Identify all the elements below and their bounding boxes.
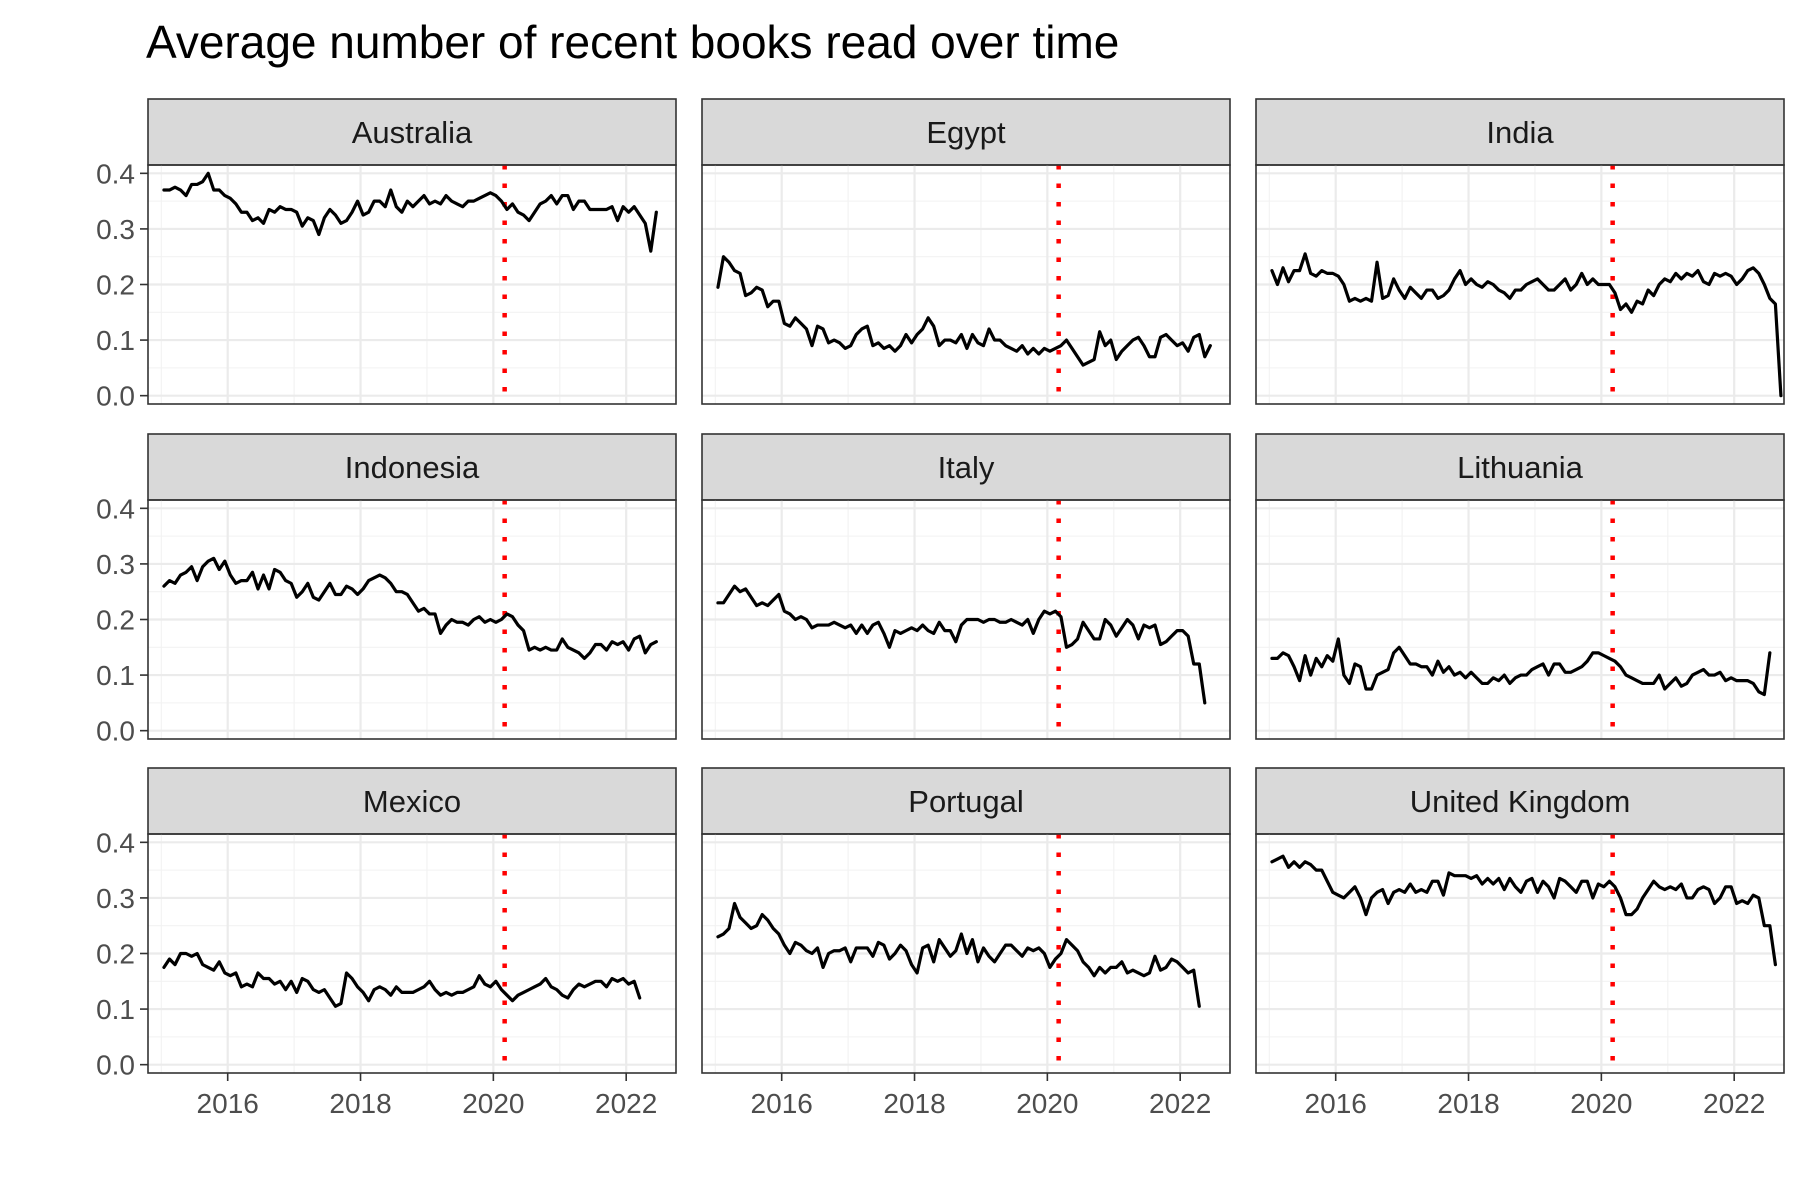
y-tick-label: 0.4 xyxy=(96,827,135,858)
x-tick-label: 2020 xyxy=(1570,1088,1632,1119)
y-tick-label: 0.3 xyxy=(96,549,135,580)
y-tick-label: 0.2 xyxy=(96,270,135,301)
y-tick-label: 0.0 xyxy=(96,716,135,747)
y-tick-label: 0.3 xyxy=(96,214,135,245)
facet-panel-portugal: Portugal 2016 2018 2020 2022 xyxy=(701,767,1231,1119)
y-tick-label: 0.2 xyxy=(96,605,135,636)
series-line-lithuania xyxy=(1270,637,1772,697)
panel-border xyxy=(701,164,1231,405)
series-line-india xyxy=(1270,252,1783,398)
facet-label-australia: Australia xyxy=(352,115,473,150)
y-tick-label: 0.3 xyxy=(96,883,135,914)
facet-label-egypt: Egypt xyxy=(926,115,1006,150)
facet-strip-united-kingdom xyxy=(1255,767,1785,835)
facet-strip-italy xyxy=(701,433,1231,501)
facet-panel-egypt: Egypt xyxy=(701,98,1231,405)
x-tick-label: 2022 xyxy=(595,1088,657,1119)
series-line-italy xyxy=(716,584,1207,705)
x-tick-label: 2018 xyxy=(883,1088,945,1119)
x-tick-label: 2022 xyxy=(1703,1088,1765,1119)
y-tick-label: 0.2 xyxy=(96,939,135,970)
facet-label-portugal: Portugal xyxy=(908,784,1023,819)
facet-strip-portugal xyxy=(701,767,1231,835)
facet-label-india: India xyxy=(1486,115,1554,150)
y-tick-label: 0.1 xyxy=(96,325,135,356)
facet-label-mexico: Mexico xyxy=(363,784,461,819)
facet-strip-india xyxy=(1255,98,1785,166)
series-line-indonesia xyxy=(162,556,658,661)
facet-panel-australia: Australia 0.0 0.1 0.2 0.3 0.4 xyxy=(96,98,677,412)
y-tick-label: 0.4 xyxy=(96,493,135,524)
gridlines xyxy=(148,834,676,1073)
facet-strip-australia xyxy=(147,98,677,166)
gridlines xyxy=(1256,165,1784,404)
series-line-mexico xyxy=(162,951,642,1008)
facet-strip-mexico xyxy=(147,767,677,835)
y-tick-label: 0.0 xyxy=(96,1050,135,1081)
panel-border xyxy=(1255,833,1785,1074)
series-line-portugal xyxy=(716,901,1201,1008)
facet-panel-italy: Italy xyxy=(701,433,1231,740)
x-tick-label: 2016 xyxy=(1305,1088,1367,1119)
x-tick-label: 2018 xyxy=(1437,1088,1499,1119)
gridlines xyxy=(148,165,676,404)
facet-panel-lithuania: Lithuania xyxy=(1255,433,1785,740)
facet-label-united-kingdom: United Kingdom xyxy=(1410,784,1631,819)
x-tick-label: 2016 xyxy=(197,1088,259,1119)
facet-panel-india: India xyxy=(1255,98,1785,405)
panel-border xyxy=(701,499,1231,740)
facet-strip-indonesia xyxy=(147,433,677,501)
series-line-australia xyxy=(162,171,658,253)
facet-label-italy: Italy xyxy=(938,450,995,485)
facet-panel-united-kingdom: United Kingdom 2016 2018 2020 2022 xyxy=(1255,767,1785,1119)
x-tick-label: 2020 xyxy=(1016,1088,1078,1119)
y-tick-label: 0.0 xyxy=(96,381,135,412)
gridlines xyxy=(702,500,1230,739)
y-tick-label: 0.4 xyxy=(96,158,135,189)
y-tick-label: 0.1 xyxy=(96,660,135,691)
panel-border xyxy=(1255,164,1785,405)
facet-panel-indonesia: Indonesia 0.0 0.1 0.2 0.3 0.4 xyxy=(96,433,677,747)
gridlines xyxy=(1256,500,1784,739)
gridlines xyxy=(148,500,676,739)
x-tick-label: 2022 xyxy=(1149,1088,1211,1119)
facet-label-lithuania: Lithuania xyxy=(1457,450,1584,485)
gridlines xyxy=(702,165,1230,404)
x-tick-label: 2016 xyxy=(751,1088,813,1119)
panel-border xyxy=(1255,499,1785,740)
series-line-united-kingdom xyxy=(1270,854,1777,967)
facet-label-indonesia: Indonesia xyxy=(345,450,480,485)
facet-panel-mexico: Mexico 0.0 0.1 0.2 0.3 0.4 2016 2018 2020 2022 xyxy=(96,767,677,1119)
x-tick-label: 2020 xyxy=(462,1088,524,1119)
x-tick-label: 2018 xyxy=(329,1088,391,1119)
y-tick-label: 0.1 xyxy=(96,994,135,1025)
facet-grid: Australia 0.0 0.1 0.2 0.3 0.4 Egypt India Indone… xyxy=(96,98,1785,1119)
chart-title: Average number of recent books read over… xyxy=(146,16,1119,68)
facet-strip-egypt xyxy=(701,98,1231,166)
series-line-egypt xyxy=(716,255,1212,367)
panel-border xyxy=(701,833,1231,1074)
gridlines xyxy=(1256,834,1784,1073)
